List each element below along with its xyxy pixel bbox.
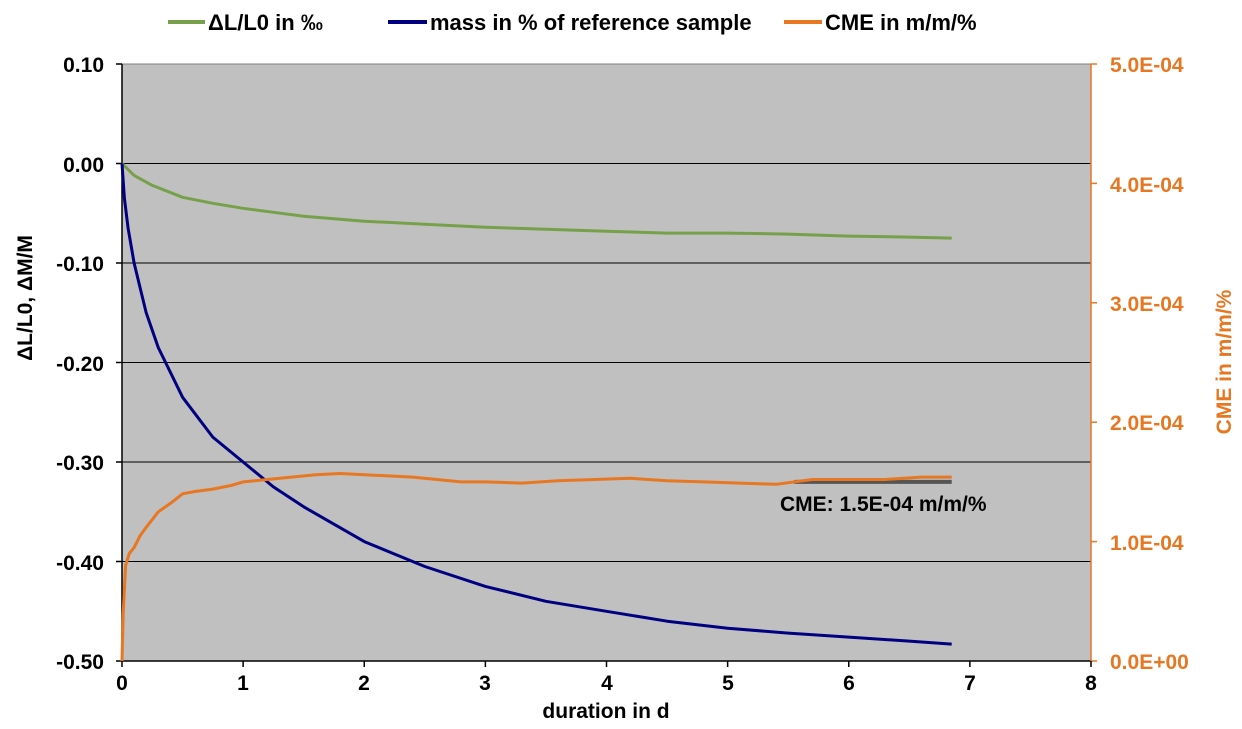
x-tick-label: 1 (237, 672, 249, 695)
left-tick-label: -0.50 (56, 651, 104, 674)
right-tick-label: 3.0E-04 (1110, 293, 1184, 316)
length-change-series-line (120, 162, 952, 240)
x-tick-label: 7 (964, 672, 976, 695)
x-tick-label: 0 (116, 672, 128, 695)
left-tick-label: 0.10 (63, 54, 104, 77)
gridlines (122, 163, 1091, 562)
right-tick-label: 0.0E+00 (1110, 651, 1189, 674)
x-tick-label: 5 (722, 672, 734, 695)
legend-label-mass: mass in % of reference sample (430, 10, 752, 35)
x-tick-label: 4 (601, 672, 613, 695)
legend-label-cme: CME in m/m/% (825, 10, 977, 35)
mass-series-line (120, 163, 952, 646)
left-tick-label: -0.30 (56, 452, 104, 475)
cme-annotation: CME: 1.5E-04 m/m/% (780, 493, 987, 516)
series-layer (120, 162, 952, 662)
right-tick-labels: 5.0E-04 4.0E-04 3.0E-04 2.0E-04 1.0E-04 … (1110, 54, 1189, 674)
right-tick-label: 2.0E-04 (1110, 412, 1184, 435)
legend: ΔL/L0 in ‰ mass in % of reference sample… (168, 10, 977, 35)
x-tick-label: 2 (358, 672, 370, 695)
left-tick-label: -0.20 (56, 353, 104, 376)
x-tick-labels: 0 1 2 3 4 5 6 7 8 (116, 672, 1097, 695)
legend-label-length-change: ΔL/L0 in ‰ (208, 10, 323, 35)
left-tick-labels: 0.10 0.00 -0.10 -0.20 -0.30 -0.40 -0.50 (56, 54, 104, 674)
right-axis-title: CME in m/m/% (1213, 289, 1236, 434)
x-tick-label: 3 (479, 672, 491, 695)
x-tick-label: 6 (843, 672, 855, 695)
right-tick-label: 1.0E-04 (1110, 532, 1184, 555)
left-tick-label: -0.10 (56, 253, 104, 276)
x-axis-title: duration in d (542, 700, 669, 723)
right-tick-label: 5.0E-04 (1110, 54, 1184, 77)
tick-marks (116, 63, 1097, 667)
left-tick-label: -0.40 (56, 552, 104, 575)
cme-series-line (120, 472, 952, 662)
left-axis-title: ΔL/L0, ΔM/M (14, 235, 37, 361)
x-tick-label: 8 (1085, 672, 1097, 695)
left-tick-label: 0.00 (63, 154, 104, 177)
right-tick-label: 4.0E-04 (1110, 174, 1184, 197)
